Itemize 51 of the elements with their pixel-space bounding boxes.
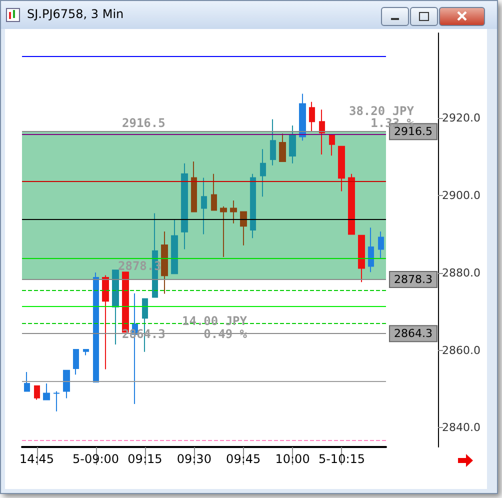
candlestick — [93, 272, 99, 382]
x-tick-label: 09:45 — [226, 452, 261, 466]
y-tick-label: 2880.0 — [442, 266, 480, 280]
candlestick — [211, 173, 217, 211]
candlestick — [73, 348, 79, 376]
candlestick — [260, 148, 266, 198]
candlestick — [161, 230, 168, 294]
candlestick — [201, 177, 207, 235]
y-tick-label: 2900.0 — [442, 189, 480, 202]
candlestick — [220, 206, 227, 258]
candlestick — [24, 371, 30, 392]
candlestick — [368, 227, 374, 273]
y-tick-label: 2920.0 — [442, 112, 480, 125]
ref-line-label: 2864.3 — [394, 327, 432, 340]
annotation: 38.20 JPY — [348, 104, 415, 118]
candlestick — [171, 219, 178, 274]
candlestick — [43, 383, 50, 400]
x-tick-label: 09:30 — [176, 452, 212, 466]
chart-title: SJ.PJ6758, 3 Min — [27, 7, 124, 21]
x-tick-label: 14:45 — [19, 452, 54, 466]
candlestick — [299, 93, 306, 142]
annotation: 2916.5 — [122, 116, 166, 130]
candlestick — [348, 173, 355, 235]
candlestick — [63, 370, 70, 399]
candlestick — [270, 118, 276, 166]
candlestick — [338, 146, 345, 192]
candlestick — [329, 134, 335, 156]
ref-line-label: 2878.3 — [394, 272, 432, 286]
ref-line-label: 2916.5 — [394, 125, 432, 138]
candlestick — [83, 348, 89, 356]
candlestick — [279, 133, 286, 162]
x-tick-label: 09:15 — [128, 452, 162, 466]
candlestick — [53, 390, 60, 412]
candlestick — [289, 124, 296, 164]
candlestick — [250, 173, 256, 239]
candlestick — [240, 211, 247, 246]
candlestick — [378, 230, 384, 260]
candlestick — [181, 162, 188, 250]
y-tick-label: 2840.0 — [442, 421, 480, 434]
candlestick — [319, 109, 325, 155]
candlestick — [102, 274, 109, 370]
candlestick — [230, 200, 237, 224]
candlestick — [309, 101, 315, 133]
candlestick — [191, 160, 197, 212]
x-tick-label: 5-09:00 — [72, 452, 120, 466]
candlestick — [34, 385, 40, 400]
x-tick-label: 10:00 — [275, 452, 310, 466]
candlestick — [112, 270, 119, 345]
y-tick-label: 2860.0 — [442, 344, 480, 357]
x-tick-label: 5-10:15 — [318, 452, 366, 466]
candlestick — [358, 234, 365, 283]
